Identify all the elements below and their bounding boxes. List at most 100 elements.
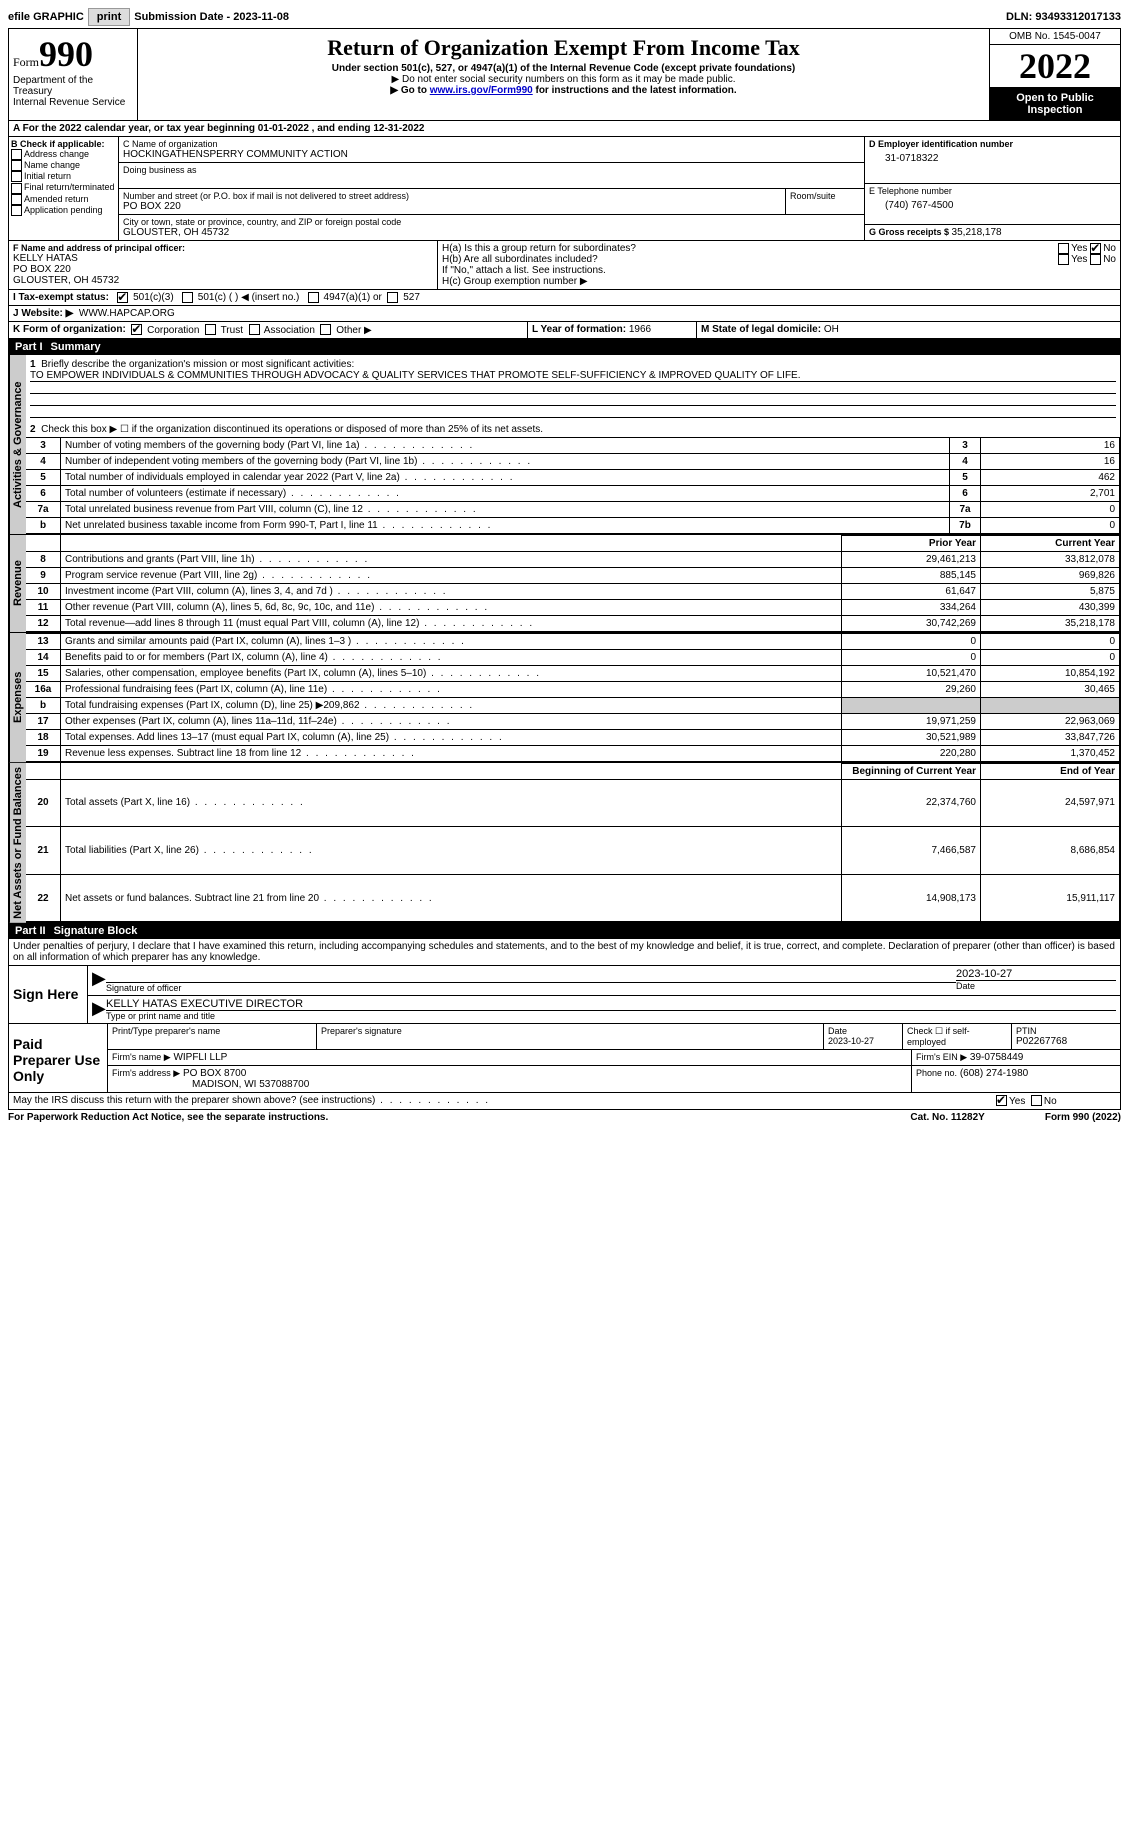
phone: (740) 767-4500 — [869, 196, 1116, 211]
chk-name[interactable]: Name change — [11, 160, 116, 171]
table-row: 16aProfessional fundraising fees (Part I… — [26, 681, 1120, 697]
dln: DLN: 93493312017133 — [1006, 11, 1121, 23]
city: GLOUSTER, OH 45732 — [123, 227, 860, 238]
tab-governance: Activities & Governance — [9, 355, 26, 534]
tab-expenses: Expenses — [9, 633, 26, 762]
discuss-row: May the IRS discuss this return with the… — [8, 1093, 1121, 1109]
part1-governance: Activities & Governance 1 Briefly descri… — [8, 355, 1121, 535]
chk-527[interactable]: 527 — [387, 292, 419, 303]
chk-assoc[interactable]: Association — [249, 325, 315, 336]
officer-name: KELLY HATAS — [13, 253, 433, 264]
paid-preparer-block: Paid Preparer Use Only Print/Type prepar… — [8, 1024, 1121, 1093]
discuss-no[interactable]: No — [1031, 1096, 1057, 1107]
paid-preparer-label: Paid Preparer Use Only — [9, 1024, 108, 1092]
sig-date: 2023-10-27 — [956, 968, 1116, 981]
header-mid: Return of Organization Exempt From Incom… — [138, 29, 989, 120]
year-formation: 1966 — [629, 324, 651, 335]
table-row: bNet unrelated business taxable income f… — [26, 517, 1120, 533]
dba-cell: Doing business as — [119, 163, 864, 189]
form-title: Return of Organization Exempt From Incom… — [142, 35, 985, 61]
chk-501c3[interactable]: 501(c)(3) — [117, 292, 173, 303]
row-k-l-m: K Form of organization: Corporation Trus… — [8, 322, 1121, 338]
dept-treasury: Department of the Treasury — [13, 75, 133, 97]
street: PO BOX 220 — [123, 201, 781, 212]
table-row: 12Total revenue—add lines 8 through 11 (… — [26, 615, 1120, 631]
table-row: 8Contributions and grants (Part VIII, li… — [26, 551, 1120, 567]
ptin: P02267768 — [1016, 1036, 1116, 1047]
chk-amended[interactable]: Amended return — [11, 194, 116, 205]
row-j: J Website: ▶ WWW.HAPCAP.ORG — [8, 306, 1121, 322]
website: WWW.HAPCAP.ORG — [79, 308, 175, 319]
netassets-table: Beginning of Current YearEnd of Year 20T… — [26, 763, 1120, 923]
revenue-table: Prior YearCurrent Year 8Contributions an… — [26, 535, 1120, 632]
mission: TO EMPOWER INDIVIDUALS & COMMUNITIES THR… — [30, 370, 1116, 382]
firm-ein: 39-0758449 — [970, 1052, 1023, 1063]
chk-address[interactable]: Address change — [11, 149, 116, 160]
table-row: 13Grants and similar amounts paid (Part … — [26, 633, 1120, 649]
submission-label: Submission Date - 2023-11-08 — [134, 11, 289, 23]
h-b-yes[interactable]: Yes — [1058, 254, 1087, 265]
governance-table: 3Number of voting members of the governi… — [26, 437, 1120, 534]
box-f: F Name and address of principal officer:… — [9, 241, 438, 289]
section-b-to-g: B Check if applicable: Address change Na… — [8, 137, 1121, 241]
note-ssn: ▶ Do not enter social security numbers o… — [142, 74, 985, 85]
part1-netassets: Net Assets or Fund Balances Beginning of… — [8, 763, 1121, 924]
expenses-table: 13Grants and similar amounts paid (Part … — [26, 633, 1120, 762]
table-row: 20Total assets (Part X, line 16)22,374,7… — [26, 779, 1120, 827]
part1-expenses: Expenses 13Grants and similar amounts pa… — [8, 633, 1121, 763]
h-b-no[interactable]: No — [1090, 254, 1116, 265]
street-row: Number and street (or P.O. box if mail i… — [119, 189, 864, 215]
prep-date: 2023-10-27 — [828, 1036, 898, 1046]
row-i: I Tax-exempt status: 501(c)(3) 501(c) ( … — [8, 290, 1121, 306]
chk-trust[interactable]: Trust — [205, 325, 243, 336]
penalty-statement: Under penalties of perjury, I declare th… — [8, 939, 1121, 966]
gross-receipts: 35,218,178 — [952, 227, 1002, 238]
table-row: 15Salaries, other compensation, employee… — [26, 665, 1120, 681]
header-left: Form990 Department of the Treasury Inter… — [9, 29, 138, 120]
chk-initial[interactable]: Initial return — [11, 171, 116, 182]
chk-other[interactable]: Other ▶ — [320, 325, 371, 336]
table-row: 21Total liabilities (Part X, line 26)7,4… — [26, 827, 1120, 875]
ein: 31-0718322 — [869, 149, 1116, 164]
officer-title: KELLY HATAS EXECUTIVE DIRECTOR — [106, 998, 1116, 1011]
table-row: 4Number of independent voting members of… — [26, 453, 1120, 469]
chk-501c[interactable]: 501(c) ( ) ◀ (insert no.) — [182, 292, 299, 303]
sign-here-label: Sign Here — [9, 966, 88, 1023]
chk-final[interactable]: Final return/terminated — [11, 182, 116, 193]
part1-revenue: Revenue Prior YearCurrent Year 8Contribu… — [8, 535, 1121, 633]
box-c: C Name of organization HOCKINGATHENSPERR… — [119, 137, 865, 240]
table-row: 9Program service revenue (Part VIII, lin… — [26, 567, 1120, 583]
discuss-yes[interactable]: Yes — [996, 1096, 1025, 1107]
print-button[interactable]: print — [88, 8, 130, 26]
chk-corp[interactable]: Corporation — [131, 325, 199, 336]
form-header: Form990 Department of the Treasury Inter… — [8, 28, 1121, 121]
irs-label: Internal Revenue Service — [13, 97, 133, 108]
tab-revenue: Revenue — [9, 535, 26, 632]
header-right: OMB No. 1545-0047 2022 Open to Public In… — [989, 29, 1120, 120]
box-d-e-g: D Employer identification number 31-0718… — [865, 137, 1120, 240]
chk-4947[interactable]: 4947(a)(1) or — [308, 292, 382, 303]
table-row: 11Other revenue (Part VIII, column (A), … — [26, 599, 1120, 615]
table-row: 7aTotal unrelated business revenue from … — [26, 501, 1120, 517]
table-row: 22Net assets or fund balances. Subtract … — [26, 874, 1120, 922]
irs-link[interactable]: www.irs.gov/Form990 — [430, 85, 533, 96]
footer: For Paperwork Reduction Act Notice, see … — [8, 1110, 1121, 1125]
form-number: Form990 — [13, 33, 133, 75]
box-g: G Gross receipts $ 35,218,178 — [865, 225, 1120, 240]
chk-pending[interactable]: Application pending — [11, 205, 116, 216]
inspection-notice: Open to Public Inspection — [990, 88, 1120, 120]
table-row: 19Revenue less expenses. Subtract line 1… — [26, 745, 1120, 761]
table-row: 17Other expenses (Part IX, column (A), l… — [26, 713, 1120, 729]
arrow-icon: ▶ — [92, 968, 106, 993]
org-name: HOCKINGATHENSPERRY COMMUNITY ACTION — [123, 149, 860, 160]
part2-header: Part II Signature Block — [8, 923, 1121, 939]
table-row: 3Number of voting members of the governi… — [26, 437, 1120, 453]
tax-year: 2022 — [990, 45, 1120, 88]
state-domicile: OH — [824, 324, 839, 335]
firm-addr: PO BOX 8700 — [183, 1068, 246, 1079]
h-a-yes[interactable]: Yes — [1058, 243, 1087, 254]
firm-name: WIPFLI LLP — [173, 1052, 227, 1063]
h-a-no[interactable]: No — [1090, 243, 1116, 254]
table-row: 18Total expenses. Add lines 13–17 (must … — [26, 729, 1120, 745]
efile-label: efile GRAPHIC — [8, 11, 84, 23]
